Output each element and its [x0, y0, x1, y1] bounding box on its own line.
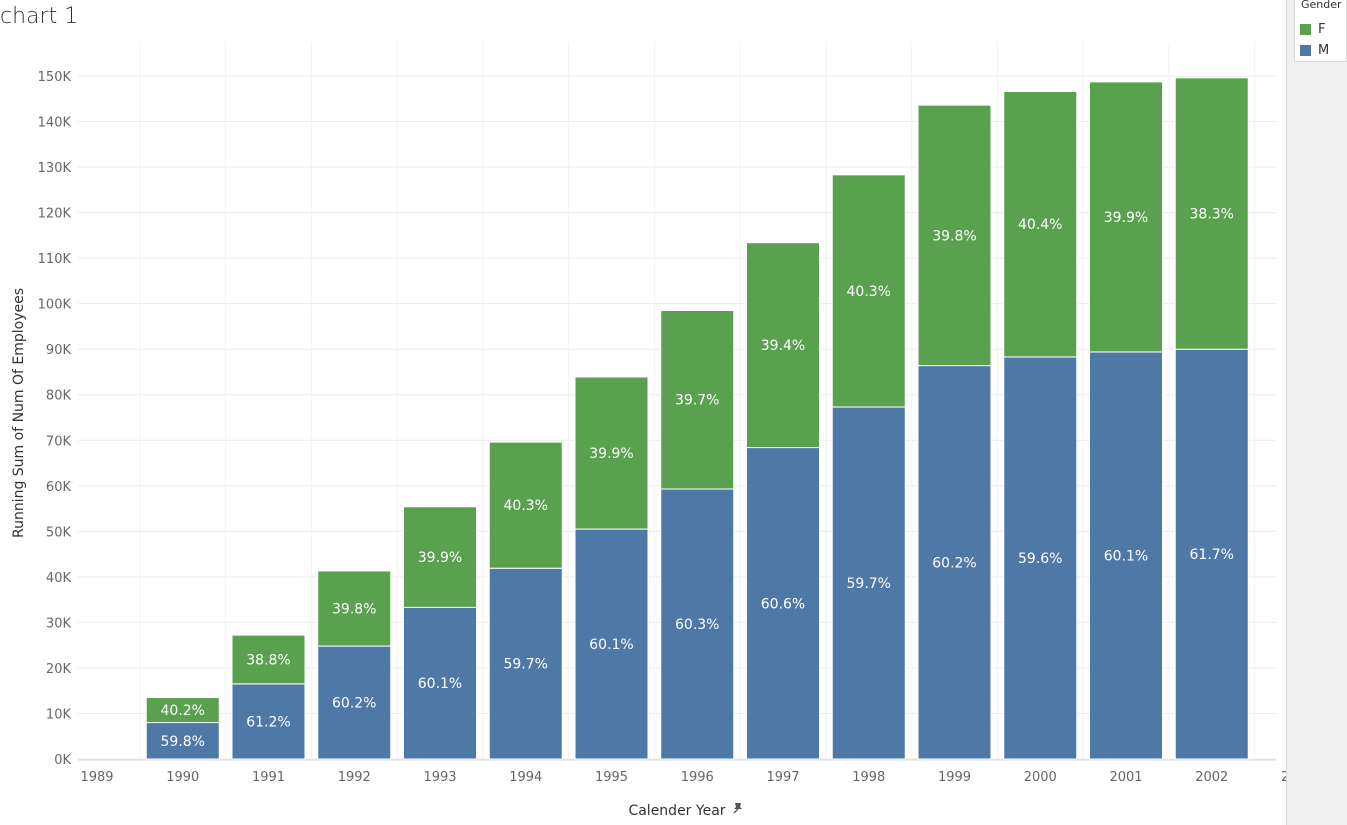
bar-segment-m[interactable] — [831, 406, 906, 760]
bar-segment-m[interactable] — [1003, 356, 1078, 760]
y-tick-label: 150K — [38, 70, 72, 85]
y-tick-label: 120K — [38, 207, 72, 222]
bar-segment-m[interactable] — [574, 528, 649, 760]
stacked-bar-chart: 0K 10K 20K 30K 40K 50K 60K 70K 80K 90K 100K 110K 120… — [11, 42, 1286, 819]
x-tick-label: 1998 — [852, 770, 885, 785]
y-tick-label: 10K — [46, 707, 72, 722]
y-tick-label: 20K — [46, 662, 72, 677]
bar-data-label: 40.3% — [847, 284, 891, 300]
y-axis-label: Running Sum of Num Of Employees — [11, 288, 27, 538]
legend-label-f: F — [1318, 21, 1326, 37]
bar-data-label: 60.3% — [675, 617, 719, 633]
y-tick-label: 40K — [46, 571, 72, 586]
legend-item-m[interactable]: M — [1300, 42, 1330, 58]
bar-segment-f[interactable] — [917, 104, 992, 367]
x-tick-label: 2003 — [1281, 770, 1286, 785]
x-tick-label: 1999 — [938, 770, 971, 785]
x-tick-label: 1990 — [166, 770, 199, 785]
y-tick-label: 140K — [38, 116, 72, 131]
y-tick-label: 30K — [46, 616, 72, 631]
bar-data-label: 60.1% — [418, 676, 462, 692]
legend: Gender F M — [1294, 0, 1347, 62]
x-axis-label: Calender Year — [628, 803, 725, 819]
bar-segment-f[interactable] — [1174, 77, 1249, 350]
bar-segment-m[interactable] — [746, 447, 820, 760]
bar-data-label: 61.7% — [1190, 547, 1234, 563]
bars: 59.8% 40.2% 61.2% 38.8% 60.2% 39.8% 60.1% 39.9%… — [145, 77, 1249, 760]
y-tick-label: 50K — [46, 525, 72, 540]
bar-data-label: 59.6% — [1018, 551, 1062, 567]
bar-data-label: 39.9% — [589, 446, 633, 462]
bar-segment-f[interactable] — [403, 506, 477, 608]
bar-data-label: 60.1% — [589, 637, 633, 653]
bar-data-label: 40.4% — [1018, 217, 1062, 233]
bar-segment-f[interactable] — [746, 242, 820, 449]
bar-data-label: 60.2% — [332, 696, 376, 712]
bar-segment-f[interactable] — [317, 570, 392, 647]
bar-segment-m[interactable] — [317, 645, 392, 760]
bar-data-label: 39.9% — [1104, 210, 1148, 226]
y-tick-label: 90K — [46, 343, 72, 358]
x-tick-label: 1992 — [338, 770, 371, 785]
bar-data-label: 39.9% — [418, 550, 462, 566]
x-tick-label: 1994 — [509, 770, 542, 785]
bar-segment-m[interactable] — [231, 683, 306, 760]
bar-segment-f[interactable] — [488, 441, 563, 569]
y-tick-label: 110K — [38, 252, 72, 267]
bar-segment-f[interactable] — [145, 697, 220, 724]
x-tick-label: 1997 — [766, 770, 799, 785]
bar-segment-f[interactable] — [1089, 81, 1163, 353]
legend-title: Gender — [1301, 0, 1342, 11]
x-tick-label: 2002 — [1195, 770, 1228, 785]
bar-segment-f[interactable] — [831, 174, 906, 408]
y-tick-label: 60K — [46, 480, 72, 495]
legend-swatch-f — [1300, 23, 1311, 35]
x-tick-label: 1996 — [681, 770, 714, 785]
bar-data-label: 61.2% — [246, 714, 290, 730]
legend-item-f[interactable]: F — [1300, 21, 1326, 37]
bar-segment-m[interactable] — [145, 722, 220, 760]
bar-segment-m[interactable] — [917, 365, 992, 760]
bar-data-label: 39.8% — [932, 228, 976, 244]
x-axis-ticks: 1989 1990 1991 1992 1993 1994 1995 1996 1997 1998… — [80, 770, 1286, 785]
bar-data-label: 39.4% — [761, 338, 805, 354]
x-tick-label: 1991 — [252, 770, 285, 785]
chart-title: chart 1 — [0, 4, 79, 29]
right-sidebar — [1286, 0, 1347, 825]
legend-label-m: M — [1318, 42, 1330, 58]
bar-segment-f[interactable] — [231, 634, 306, 685]
bar-segment-f[interactable] — [1003, 90, 1078, 358]
x-tick-label: 1993 — [423, 770, 456, 785]
bar-data-label: 38.3% — [1190, 207, 1234, 223]
bar-segment-m[interactable] — [1089, 351, 1163, 760]
bar-segment-f[interactable] — [574, 376, 649, 530]
bar-data-label: 59.7% — [847, 576, 891, 592]
y-tick-label: 0K — [54, 753, 71, 768]
legend-swatch-m — [1300, 44, 1311, 56]
x-tick-label: 2001 — [1109, 770, 1142, 785]
x-tick-label: 1995 — [595, 770, 628, 785]
bar-data-label: 59.7% — [504, 657, 548, 673]
y-tick-label: 80K — [46, 389, 72, 404]
bar-data-label: 39.7% — [675, 393, 719, 409]
pin-icon[interactable] — [733, 803, 742, 814]
bar-data-label: 59.8% — [161, 734, 205, 750]
bar-data-label: 40.3% — [504, 498, 548, 514]
y-tick-label: 130K — [38, 161, 72, 176]
y-tick-label: 100K — [38, 298, 72, 313]
x-tick-label: 1989 — [80, 770, 113, 785]
bar-segment-m[interactable] — [488, 567, 563, 760]
bar-segment-f[interactable] — [660, 309, 735, 490]
bar-segment-m[interactable] — [403, 606, 477, 760]
bar-data-label: 39.8% — [332, 602, 376, 618]
bar-data-label: 38.8% — [246, 653, 290, 669]
y-axis-ticks: 0K 10K 20K 30K 40K 50K 60K 70K 80K 90K 100K 110K 120… — [38, 70, 72, 768]
bar-data-label: 60.2% — [932, 555, 976, 571]
y-tick-label: 70K — [46, 434, 72, 449]
bar-segment-m[interactable] — [660, 488, 735, 760]
bar-data-label: 40.2% — [161, 703, 205, 719]
bar-data-label: 60.1% — [1104, 548, 1148, 564]
bar-data-label: 60.6% — [761, 596, 805, 612]
x-tick-label: 2000 — [1024, 770, 1057, 785]
